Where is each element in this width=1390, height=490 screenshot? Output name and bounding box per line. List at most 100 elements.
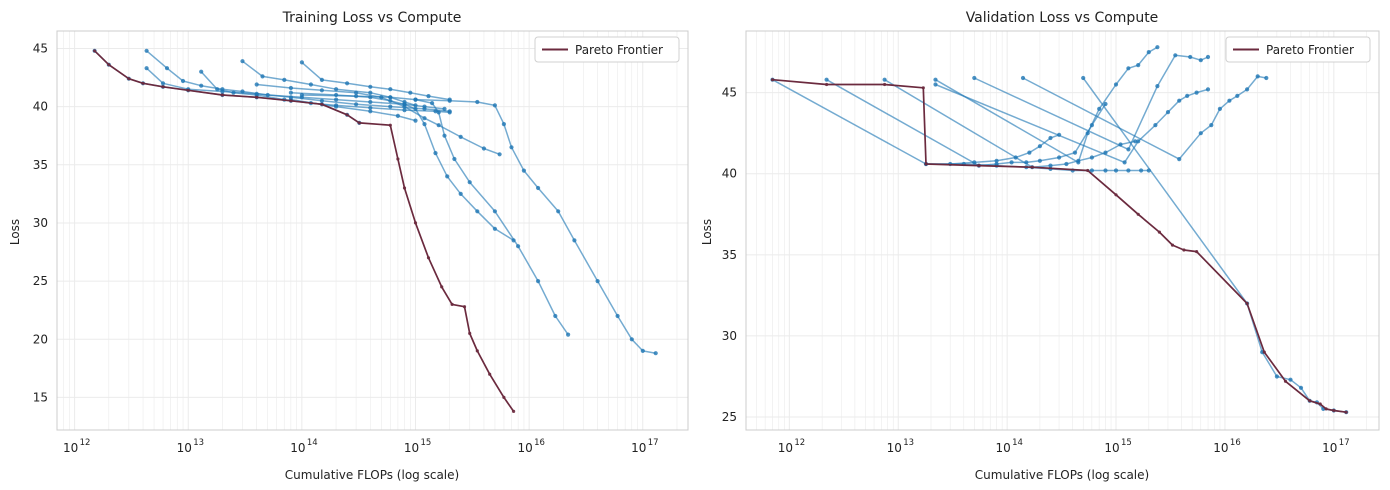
run-point bbox=[1185, 93, 1190, 98]
run-point bbox=[1198, 58, 1203, 63]
run-point bbox=[1153, 123, 1158, 128]
y-tick-labels: 25 30 35 40 45 bbox=[722, 86, 737, 424]
run-point bbox=[319, 77, 324, 82]
run-point bbox=[653, 351, 658, 356]
run-point bbox=[492, 226, 497, 231]
run-point bbox=[354, 102, 359, 107]
frontier-point bbox=[320, 102, 324, 106]
y-tick-label: 35 bbox=[722, 248, 737, 262]
frontier-point bbox=[924, 162, 928, 166]
frontier-point bbox=[1030, 165, 1034, 169]
x-tick-label: 10 bbox=[518, 441, 533, 455]
frontier-point bbox=[93, 49, 97, 53]
run-point bbox=[199, 69, 204, 74]
frontier-point bbox=[825, 82, 829, 87]
run-point bbox=[882, 77, 887, 82]
run-point bbox=[1245, 87, 1250, 92]
x-tick-label: 10 bbox=[995, 441, 1010, 455]
run-point bbox=[144, 48, 149, 53]
run-point bbox=[388, 104, 393, 109]
frontier-point bbox=[127, 77, 131, 81]
run-point bbox=[422, 122, 427, 127]
frontier-point bbox=[402, 186, 407, 190]
run-point bbox=[1133, 139, 1138, 144]
frontier-point bbox=[770, 78, 775, 82]
run-point bbox=[595, 279, 600, 284]
run-point bbox=[1037, 144, 1042, 149]
frontier-point bbox=[186, 88, 190, 92]
frontier-point bbox=[462, 305, 467, 309]
legend: Pareto Frontier bbox=[534, 36, 680, 63]
legend-box bbox=[534, 36, 680, 63]
frontier-point bbox=[220, 93, 224, 97]
run-point bbox=[1155, 84, 1160, 89]
run-point bbox=[319, 98, 324, 103]
run-point bbox=[492, 103, 497, 108]
run-point bbox=[1194, 90, 1199, 95]
x-tick-label: 10 bbox=[1213, 441, 1228, 455]
x-tick-label: 10 bbox=[1322, 441, 1337, 455]
x-tick-label: 10 bbox=[404, 441, 419, 455]
chart-title: Training Loss vs Compute bbox=[282, 10, 462, 26]
x-tick-exponent: 13 bbox=[903, 438, 914, 448]
run-point bbox=[260, 74, 265, 79]
run-point bbox=[615, 313, 620, 319]
frontier-point bbox=[468, 331, 472, 335]
pareto-frontier-line bbox=[772, 78, 1347, 414]
run-point bbox=[1089, 155, 1094, 160]
run-point bbox=[368, 109, 373, 114]
frontier-point bbox=[357, 121, 361, 125]
x-tick-exponent: 17 bbox=[1339, 438, 1350, 448]
run-point bbox=[430, 101, 435, 106]
frontier-point bbox=[413, 221, 418, 225]
run-point bbox=[395, 113, 400, 118]
y-tick-label: 40 bbox=[33, 100, 48, 114]
run-point bbox=[1097, 106, 1102, 111]
run-point bbox=[282, 77, 287, 82]
run-point bbox=[1072, 150, 1078, 155]
y-axis-label: Loss bbox=[8, 219, 22, 245]
y-tick-label: 25 bbox=[33, 274, 48, 288]
frontier-point bbox=[161, 85, 165, 89]
run-point bbox=[413, 103, 418, 108]
x-tick-exponent: 12 bbox=[794, 438, 805, 448]
x-tick-labels: 10 12 10 13 10 14 10 15 10 16 10 17 bbox=[778, 438, 1350, 455]
run-point bbox=[240, 59, 245, 64]
run-point bbox=[442, 133, 447, 138]
frontier-point bbox=[1332, 408, 1336, 413]
x-tick-label: 10 bbox=[778, 441, 793, 455]
frontier-point bbox=[396, 157, 400, 161]
y-tick-labels: 15 20 25 30 35 40 45 bbox=[33, 41, 48, 404]
run-point bbox=[1089, 168, 1094, 173]
run-point bbox=[1188, 54, 1193, 60]
y-tick-label: 35 bbox=[33, 158, 48, 172]
run-point bbox=[994, 158, 999, 163]
run-point bbox=[1085, 131, 1090, 136]
run-point bbox=[436, 110, 441, 115]
x-tick-label: 10 bbox=[631, 441, 646, 455]
run-point bbox=[334, 97, 339, 102]
run-point bbox=[1048, 135, 1053, 141]
run-point bbox=[458, 134, 463, 139]
run-point bbox=[452, 156, 457, 162]
run-point bbox=[180, 78, 186, 84]
run-point bbox=[1146, 168, 1151, 173]
run-point bbox=[319, 88, 324, 93]
x-tick-exponent: 15 bbox=[421, 438, 432, 448]
run-point bbox=[345, 81, 350, 86]
run-point bbox=[144, 66, 149, 71]
frontier-point bbox=[883, 82, 887, 87]
run-point bbox=[231, 90, 236, 95]
run-point bbox=[1103, 101, 1108, 107]
run-point bbox=[413, 118, 418, 123]
run-point bbox=[1037, 158, 1042, 163]
frontier-point bbox=[1318, 402, 1322, 406]
x-tick-label: 10 bbox=[887, 441, 902, 455]
y-tick-label: 20 bbox=[33, 332, 48, 346]
run-point bbox=[972, 75, 977, 81]
run-line bbox=[301, 61, 450, 101]
run-point bbox=[288, 90, 293, 95]
run-point bbox=[164, 66, 170, 71]
run-point bbox=[536, 185, 541, 191]
